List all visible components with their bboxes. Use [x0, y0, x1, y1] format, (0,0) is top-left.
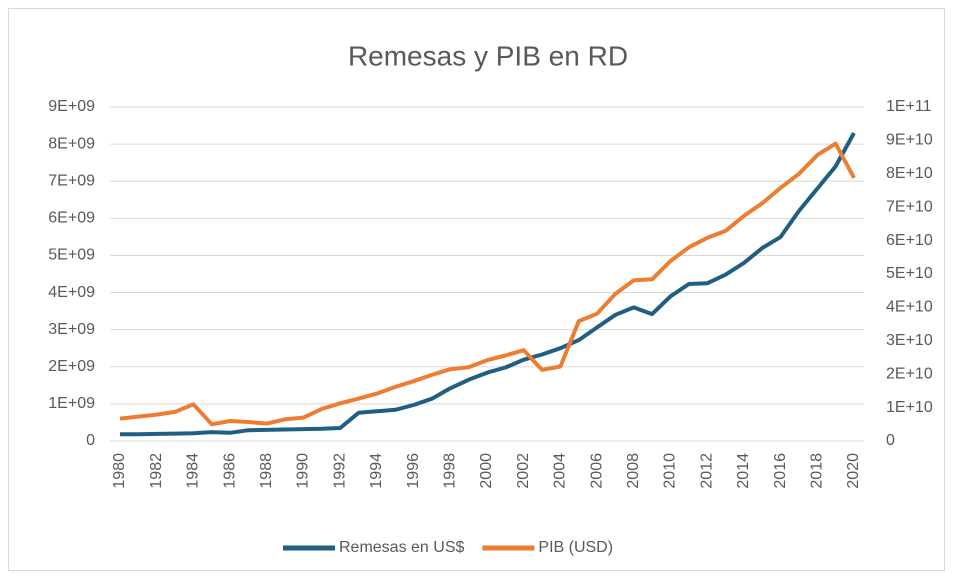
- y2-tick-label: 8E+10: [886, 165, 933, 182]
- y-tick-label: 6E+09: [48, 210, 95, 227]
- x-tick-label: 1986: [221, 453, 238, 489]
- x-tick-label: 2016: [772, 453, 789, 489]
- x-tick-label: 1996: [405, 453, 422, 489]
- x-tick-label: 1992: [331, 453, 348, 489]
- x-tick-label: 1982: [148, 453, 165, 489]
- y-tick-label: 3E+09: [48, 321, 95, 338]
- y-tick-label: 4E+09: [48, 284, 95, 301]
- y2-tick-label: 2E+10: [886, 365, 933, 382]
- y-tick-label: 5E+09: [48, 247, 95, 264]
- chart-title: Remesas y PIB en RD: [348, 40, 628, 71]
- x-tick-label: 1990: [295, 453, 312, 489]
- legend-label: Remesas en US$: [339, 539, 464, 556]
- x-tick-label: 1994: [368, 453, 385, 489]
- y2-tick-label: 5E+10: [886, 265, 933, 282]
- x-tick-label: 2002: [515, 453, 532, 489]
- x-tick-label: 2000: [478, 453, 495, 489]
- y-tick-label: 9E+09: [48, 98, 95, 115]
- y2-tick-label: 6E+10: [886, 232, 933, 249]
- y2-tick-label: 1E+10: [886, 399, 933, 416]
- series-line: [119, 141, 856, 427]
- x-tick-label: 2014: [735, 453, 752, 489]
- legend-label: PIB (USD): [538, 539, 613, 556]
- x-tick-label: 2018: [809, 453, 826, 489]
- y-tick-label: 0: [86, 432, 95, 449]
- x-tick-label: 2020: [845, 453, 862, 489]
- y2-tick-label: 3E+10: [886, 332, 933, 349]
- y-tick-label: 8E+09: [48, 135, 95, 152]
- x-tick-label: 1984: [185, 453, 202, 489]
- y-tick-label: 2E+09: [48, 358, 95, 375]
- y-tick-label: 7E+09: [48, 172, 95, 189]
- y2-tick-label: 4E+10: [886, 299, 933, 316]
- x-tick-label: 1988: [258, 453, 275, 489]
- x-tick-label: 2006: [588, 453, 605, 489]
- series-line: [120, 132, 856, 437]
- y-tick-label: 1E+09: [48, 395, 95, 412]
- x-tick-label: 2010: [662, 453, 679, 489]
- x-tick-label: 2004: [552, 453, 569, 489]
- x-tick-label: 2012: [698, 453, 715, 489]
- x-tick-label: 1998: [442, 453, 459, 489]
- y2-tick-label: 1E+11: [886, 98, 932, 115]
- x-tick-label: 2008: [625, 453, 642, 489]
- x-tick-label: 1980: [111, 453, 128, 489]
- y2-tick-label: 0: [886, 432, 895, 449]
- y2-tick-label: 7E+10: [886, 198, 933, 215]
- chart-border: [8, 8, 945, 571]
- y2-tick-label: 9E+10: [886, 132, 933, 149]
